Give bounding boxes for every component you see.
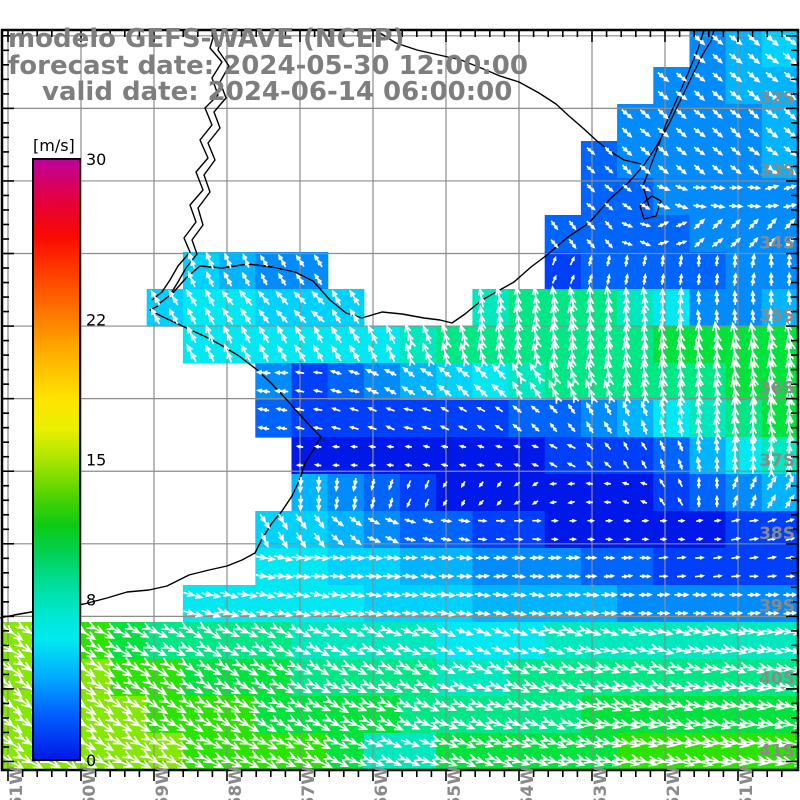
colorbar-tick-label: 30 bbox=[86, 150, 106, 169]
coastline-uruguay-river-w bbox=[151, 30, 223, 301]
lon-label: 61W bbox=[7, 766, 27, 800]
lon-label: 53W bbox=[591, 766, 611, 800]
colorbar-gradient bbox=[32, 158, 81, 761]
colorbar-tick-label: 0 bbox=[86, 751, 96, 770]
lat-label: 39S bbox=[759, 596, 795, 616]
coastline-lagoon-blob bbox=[639, 195, 662, 220]
lon-label: 52W bbox=[664, 766, 684, 800]
coastline-uruguay-river-e bbox=[159, 30, 230, 304]
lat-label: 36S bbox=[759, 379, 795, 399]
lon-label: 54W bbox=[518, 766, 538, 800]
lon-label: 60W bbox=[80, 766, 100, 800]
colorbar-tick-label: 22 bbox=[86, 310, 106, 329]
lat-label: 32S bbox=[759, 88, 795, 108]
lat-label: 33S bbox=[759, 161, 795, 181]
lon-label: 56W bbox=[372, 766, 392, 800]
lon-label: 55W bbox=[445, 766, 465, 800]
lon-label: 58W bbox=[226, 766, 246, 800]
lat-label: 41S bbox=[759, 742, 795, 762]
lat-labels: 32S 33S 34S 35S 36S 37S 38S 39S 40S 41S bbox=[759, 88, 795, 761]
lon-label: 59W bbox=[153, 766, 173, 800]
lat-label: 40S bbox=[759, 669, 795, 689]
colorbar-tick-label: 15 bbox=[86, 451, 106, 470]
tick-marks bbox=[2, 30, 798, 781]
map-border bbox=[0, 28, 800, 772]
lat-label: 38S bbox=[759, 524, 795, 544]
lat-label: 37S bbox=[759, 451, 795, 471]
coastline-south-coast bbox=[0, 305, 322, 619]
lon-label: 51W bbox=[737, 766, 757, 800]
lon-labels: 61W 60W 59W 58W 57W 56W 55W 54W 53W 52W 51W bbox=[7, 766, 757, 800]
coastline-lagoon bbox=[642, 29, 705, 207]
coastline-rio-negro bbox=[379, 32, 642, 165]
colorbar-unit-label: [m/s] bbox=[33, 136, 75, 155]
lat-label: 35S bbox=[759, 306, 795, 326]
lon-label: 57W bbox=[299, 766, 319, 800]
colorbar: [m/s] 30 22 15 8 0 bbox=[32, 136, 106, 770]
colorbar-tick-label: 8 bbox=[86, 591, 96, 610]
lat-label: 34S bbox=[759, 234, 795, 254]
coastline bbox=[0, 29, 715, 619]
